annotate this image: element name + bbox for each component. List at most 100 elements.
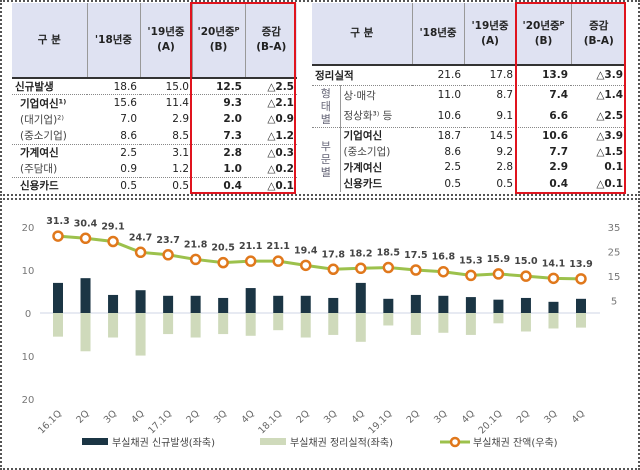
- cell-value: 17.8: [489, 69, 514, 82]
- cell-value: 9.2: [496, 145, 514, 158]
- balance-marker: [52, 230, 64, 242]
- cell-value: 2.5: [120, 146, 137, 159]
- balance-data-label: 20.5: [211, 243, 234, 254]
- table-row: 가계여신 2.5 2.8 2.9 0.1: [312, 159, 626, 175]
- balance-data-label: 21.1: [266, 241, 289, 252]
- bar-npl-resolution: [576, 313, 586, 328]
- bar-npl-resolution: [135, 313, 146, 356]
- cell-value: 1.2: [172, 162, 189, 175]
- highlight-box-right: [515, 2, 626, 194]
- bar-new-npl: [576, 298, 586, 313]
- right-axis-tick: 25: [608, 248, 621, 259]
- cell-value: 0.1: [604, 161, 624, 173]
- bar-new-npl: [383, 298, 394, 313]
- cell-value: △1.4: [596, 89, 624, 102]
- column-header: '20년중ᴾ (B): [191, 3, 245, 78]
- balance-data-label: 16.8: [432, 252, 456, 263]
- table-row: (중소기업) 8.6 8.5 7.3 △1.2: [12, 128, 297, 145]
- chart-frame: [0, 198, 640, 470]
- bar-new-npl: [410, 294, 421, 313]
- balance-data-label: 17.8: [322, 249, 346, 260]
- cell-value: 12.5: [216, 80, 242, 93]
- cell-value: 9.3: [223, 97, 242, 109]
- x-axis-tick: 3Q: [542, 408, 559, 425]
- row-label: 가계여신: [343, 161, 383, 174]
- row-label: 상·매각: [343, 89, 376, 102]
- balance-data-label: 15.9: [487, 254, 510, 265]
- column-header: '19년중 (A): [463, 3, 517, 65]
- cell-value: 6.6: [549, 109, 569, 122]
- cell-value: 0.5: [444, 177, 462, 190]
- balance-marker: [410, 264, 422, 276]
- cell-value: 7.4: [549, 89, 569, 102]
- bar-npl-resolution: [493, 313, 504, 324]
- balance-marker: [162, 249, 174, 261]
- balance-marker: [244, 255, 257, 267]
- bar-npl-resolution: [163, 313, 174, 335]
- cell-value: 0.4: [223, 179, 242, 192]
- x-axis-tick: 3Q: [322, 408, 339, 425]
- cell-value: 2.8: [223, 146, 242, 159]
- cell-value: 2.9: [549, 161, 569, 173]
- column-header: 증감 (B-A): [570, 3, 627, 65]
- balance-marker: [520, 270, 532, 282]
- cell-value: 18.7: [437, 129, 462, 142]
- legend-label: 부실채권 신규발생(좌축): [112, 437, 215, 449]
- cell-value: 1.0: [223, 162, 242, 175]
- x-axis-tick: 4Q: [350, 408, 367, 425]
- bar-new-npl: [245, 288, 256, 313]
- x-axis-tick: 2Q: [184, 408, 201, 425]
- cell-value: 14.5: [489, 129, 514, 142]
- x-axis-tick: 17.1Q: [146, 408, 174, 436]
- row-label: (중소기업): [20, 130, 67, 142]
- bar-npl-resolution: [438, 313, 449, 333]
- bar-new-npl: [53, 282, 63, 313]
- balance-data-label: 17.5: [404, 250, 427, 261]
- balance-marker: [437, 265, 450, 278]
- bar-npl-resolution: [245, 313, 256, 336]
- left-table-new-npl: 구 분 '18년중 '19년중 (A) '20년중ᴾ (B) 증감 (B-A) 신규발생 18.…: [12, 3, 297, 194]
- balance-marker: [217, 256, 229, 269]
- cell-value: 0.9: [120, 162, 137, 175]
- bar-npl-resolution: [53, 313, 63, 337]
- bar-npl-resolution: [218, 313, 229, 335]
- left-axis-tick: 20: [22, 395, 35, 406]
- x-axis-tick: 3Q: [432, 408, 449, 425]
- balance-data-label: 15.3: [459, 255, 482, 266]
- cell-value: △2.5: [596, 109, 624, 122]
- right-axis-tick: 5: [611, 297, 617, 308]
- column-header: '18년중: [411, 3, 465, 65]
- balance-marker: [465, 269, 477, 282]
- x-axis-tick: 16.1Q: [36, 408, 64, 436]
- cell-value: 2.9: [172, 113, 189, 126]
- bar-npl-resolution: [355, 313, 366, 342]
- balance-marker: [547, 272, 560, 285]
- balance-marker: [327, 263, 340, 276]
- balance-marker: [355, 262, 367, 275]
- bar-new-npl: [493, 299, 504, 313]
- bar-npl-resolution: [548, 313, 559, 329]
- bar-new-npl: [328, 297, 339, 313]
- row-label: (주담대): [20, 163, 58, 175]
- balance-data-label: 24.7: [129, 232, 152, 243]
- right-axis-tick: 15: [608, 272, 621, 283]
- bar-new-npl: [300, 295, 311, 313]
- cell-value: 2.5: [444, 161, 462, 173]
- npl-chart: 20 10 0 10 20 35 25 15 5 31.3 30.4 29.1 24.7 23.7 21.8…: [22, 216, 621, 449]
- cell-value: △0.3: [267, 146, 294, 159]
- cell-value: 13.9: [542, 69, 569, 82]
- bar-new-npl: [273, 295, 284, 313]
- table-row: 신용카드 0.5 0.5 0.4 △0.1: [12, 177, 297, 194]
- left-axis-tick: 0: [25, 309, 31, 320]
- x-axis-tick: 2Q: [74, 408, 91, 425]
- left-axis-tick: 20: [22, 223, 35, 234]
- cell-value: △2.1: [267, 97, 294, 109]
- x-axis-tick: 4Q: [129, 408, 146, 425]
- tables-frame: [0, 0, 640, 196]
- x-axis-tick: 4Q: [570, 408, 587, 425]
- column-header: 구 분: [312, 3, 413, 65]
- cell-value: △0.9: [267, 113, 294, 126]
- bar-new-npl: [218, 297, 229, 313]
